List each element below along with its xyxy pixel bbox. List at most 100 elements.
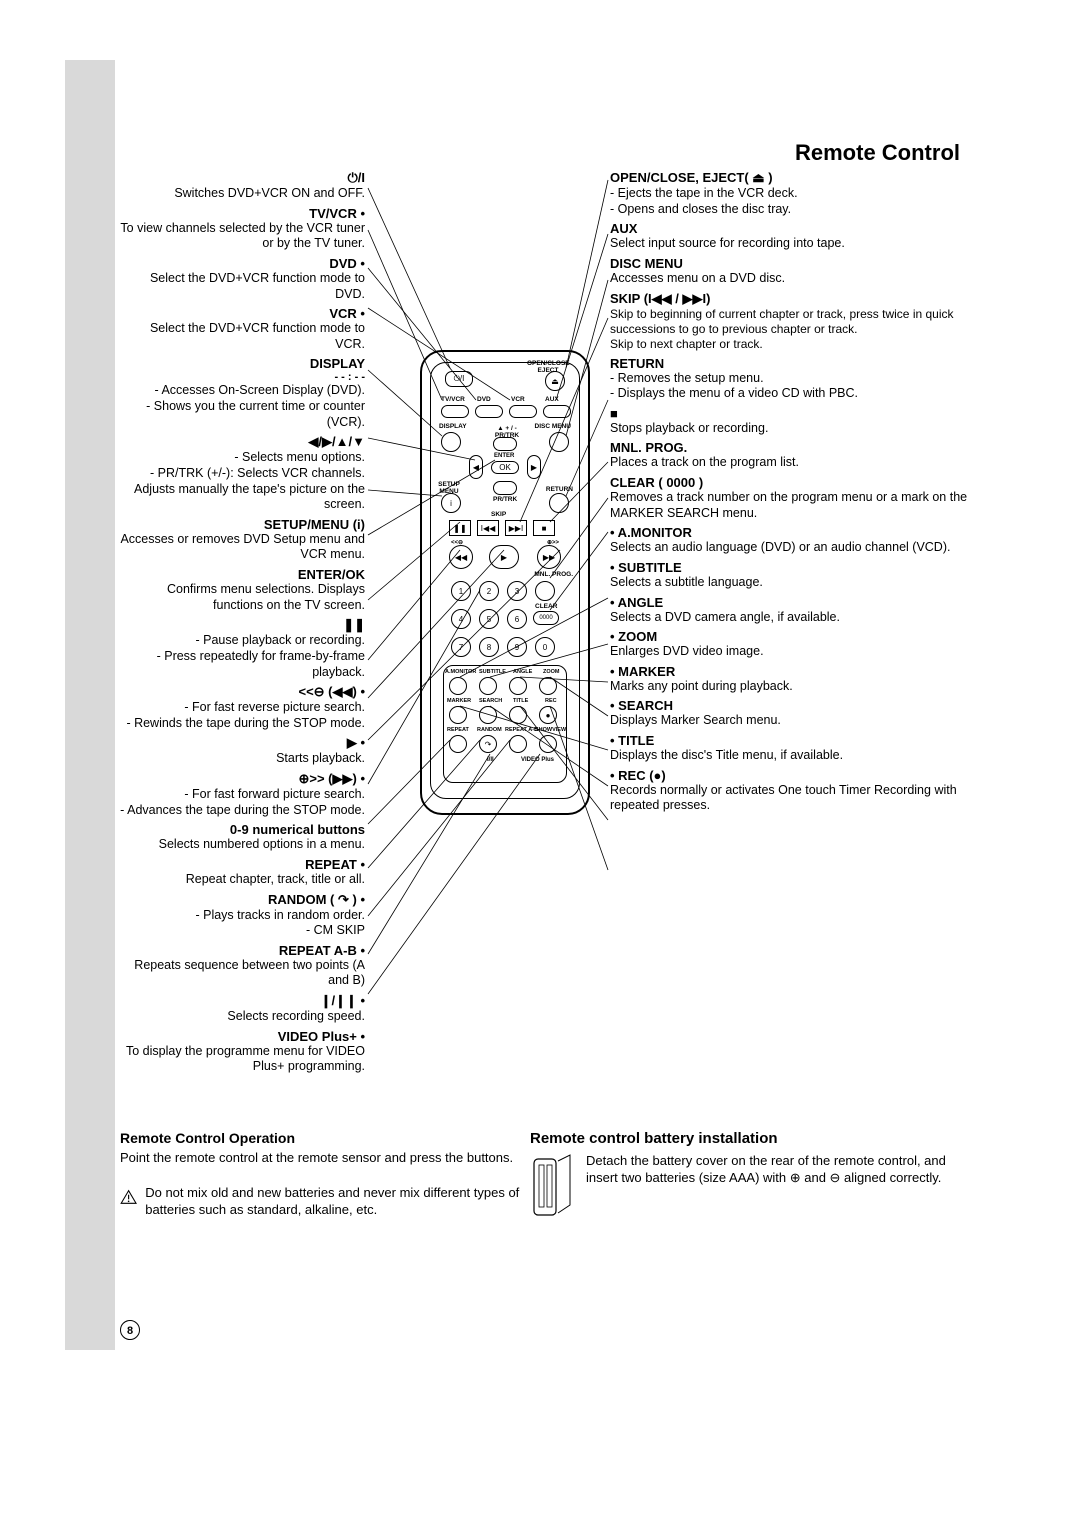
desc: - Pause playback or recording. - Press r…	[157, 633, 365, 678]
entry-mnlprog: MNL. PROG. Places a track on the program…	[610, 440, 970, 471]
openclose-label: OPEN/CLOSE EJECT	[527, 360, 569, 374]
entry-repeatab: REPEAT A-B • Repeats sequence between tw…	[120, 943, 365, 989]
pause-button: ❚❚	[449, 520, 471, 536]
label: OPEN/CLOSE, EJECT( ⏏ )	[610, 170, 970, 186]
repeatab-label: REPEAT A-B	[505, 727, 538, 733]
remote-inner: ⏻/I OPEN/CLOSE EJECT ⏏ TV/VCR DVD VCR AU…	[430, 362, 580, 799]
entry-marker: • MARKER Marks any point during playback…	[610, 664, 970, 695]
entry-return: RETURN - Removes the setup menu. - Displ…	[610, 356, 970, 402]
rec-button: ●	[539, 706, 557, 724]
zoom-button	[539, 677, 557, 695]
enter-label: ENTER	[494, 453, 514, 459]
dvd-button	[475, 405, 503, 418]
entry-vcr: VCR • Select the DVD+VCR function mode t…	[120, 306, 365, 352]
desc: Selects recording speed.	[227, 1009, 365, 1023]
entry-enter: ENTER/OK Confirms menu selections. Displ…	[120, 567, 365, 613]
desc: - Plays tracks in random order. - CM SKI…	[195, 908, 365, 938]
desc: Accesses menu on a DVD disc.	[610, 271, 785, 285]
stop-button: ■	[533, 520, 555, 536]
entry-repeat: REPEAT • Repeat chapter, track, title or…	[120, 857, 365, 888]
desc: Selects an audio language (DVD) or an au…	[610, 540, 950, 554]
tvvcr-label: TV/VCR	[441, 396, 465, 403]
desc: - Selects menu options. - PR/TRK (+/-): …	[134, 450, 365, 511]
label: ❚❚	[120, 617, 365, 633]
battery-icon	[530, 1153, 578, 1221]
num-7: 7	[451, 637, 471, 657]
label: RETURN	[610, 356, 970, 371]
num-6: 6	[507, 609, 527, 629]
label: • SUBTITLE	[610, 560, 970, 575]
desc: Enlarges DVD video image.	[610, 644, 764, 658]
entry-zoom: • ZOOM Enlarges DVD video image.	[610, 629, 970, 660]
search-label: SEARCH	[479, 698, 502, 704]
desc: Starts playback.	[276, 751, 365, 765]
label: ▶ •	[120, 735, 365, 751]
vcr-button	[509, 405, 537, 418]
label: ⊕>> (▶▶) •	[120, 771, 365, 787]
desc: Selects a DVD camera angle, if available…	[610, 610, 840, 624]
num-8: 8	[479, 637, 499, 657]
speed-label: I/II	[487, 757, 494, 763]
right-button: ▶	[527, 455, 541, 479]
desc: Places a track on the program list.	[610, 455, 799, 469]
rewind-button: ◀◀	[449, 545, 473, 569]
left-button: ◀	[469, 455, 483, 479]
desc: Skip to beginning of current chapter or …	[610, 307, 954, 351]
eject-button: ⏏	[545, 371, 565, 391]
entry-speed: ❙/❙❙ • Selects recording speed.	[120, 993, 365, 1025]
warning-row: Do not mix old and new batteries and nev…	[120, 1185, 520, 1219]
entry-power: ⏻/I Switches DVD+VCR ON and OFF.	[120, 170, 365, 202]
battery-text: Detach the battery cover on the rear of …	[586, 1153, 970, 1187]
entry-tvvcr: TV/VCR • To view channels selected by th…	[120, 206, 365, 252]
entry-search: • SEARCH Displays Marker Search menu.	[610, 698, 970, 729]
marker-button	[449, 706, 467, 724]
label: • REC (●)	[610, 768, 970, 783]
margin-stripe	[65, 60, 115, 1350]
desc: Selects a subtitle language.	[610, 575, 763, 589]
tvvcr-button	[441, 405, 469, 418]
repeat-label: REPEAT	[447, 727, 469, 733]
repeatab-button	[509, 735, 527, 753]
desc: Select the DVD+VCR function mode to DVD.	[150, 271, 365, 301]
desc: To display the programme menu for VIDEO …	[126, 1044, 365, 1074]
power-button: ⏻/I	[445, 371, 473, 387]
clear-label: CLEAR	[535, 603, 557, 610]
display-button	[441, 432, 461, 452]
label: CLEAR ( 0000 )	[610, 475, 970, 490]
entry-title: • TITLE Displays the disc's Title menu, …	[610, 733, 970, 764]
desc: - For fast reverse picture search. - Rew…	[126, 700, 365, 730]
entry-subtitle: • SUBTITLE Selects a subtitle language.	[610, 560, 970, 591]
page-number: 8	[120, 1320, 140, 1340]
operation-text: Point the remote control at the remote s…	[120, 1150, 520, 1167]
entry-openclose: OPEN/CLOSE, EJECT( ⏏ ) - Ejects the tape…	[610, 170, 970, 217]
label: AUX	[610, 221, 970, 236]
up-button	[493, 437, 517, 451]
num-3: 3	[507, 581, 527, 601]
showview-label: SHOWVIEW	[535, 727, 566, 733]
subtitle-button	[479, 677, 497, 695]
skipback-button: I◀◀	[477, 520, 499, 536]
entry-display: DISPLAY - - : - - - Accesses On-Screen D…	[120, 356, 365, 430]
desc: Displays Marker Search menu.	[610, 713, 781, 727]
rew-label: <<⊖	[451, 539, 463, 546]
discmenu-button	[549, 432, 569, 452]
desc: Confirms menu selections. Displays funct…	[167, 582, 365, 612]
num-9: 9	[507, 637, 527, 657]
entry-ff: ⊕>> (▶▶) • - For fast forward picture se…	[120, 771, 365, 818]
desc: Displays the disc's Title menu, if avail…	[610, 748, 843, 762]
desc: Switches DVD+VCR ON and OFF.	[174, 186, 365, 200]
display-label: DISPLAY	[439, 423, 467, 430]
title-label: TITLE	[513, 698, 528, 704]
label: • ANGLE	[610, 595, 970, 610]
label: • MARKER	[610, 664, 970, 679]
search-button	[479, 706, 497, 724]
label: MNL. PROG.	[610, 440, 970, 455]
mnlprog-label: MNL. PROG.	[534, 571, 573, 578]
entry-dvd: DVD • Select the DVD+VCR function mode t…	[120, 256, 365, 302]
label: <<⊖ (◀◀) •	[120, 684, 365, 700]
return-button	[549, 493, 569, 513]
desc: Records normally or activates One touch …	[610, 783, 957, 813]
label: VCR •	[120, 306, 365, 321]
entry-pause: ❚❚ - Pause playback or recording. - Pres…	[120, 617, 365, 680]
showview-button	[539, 735, 557, 753]
